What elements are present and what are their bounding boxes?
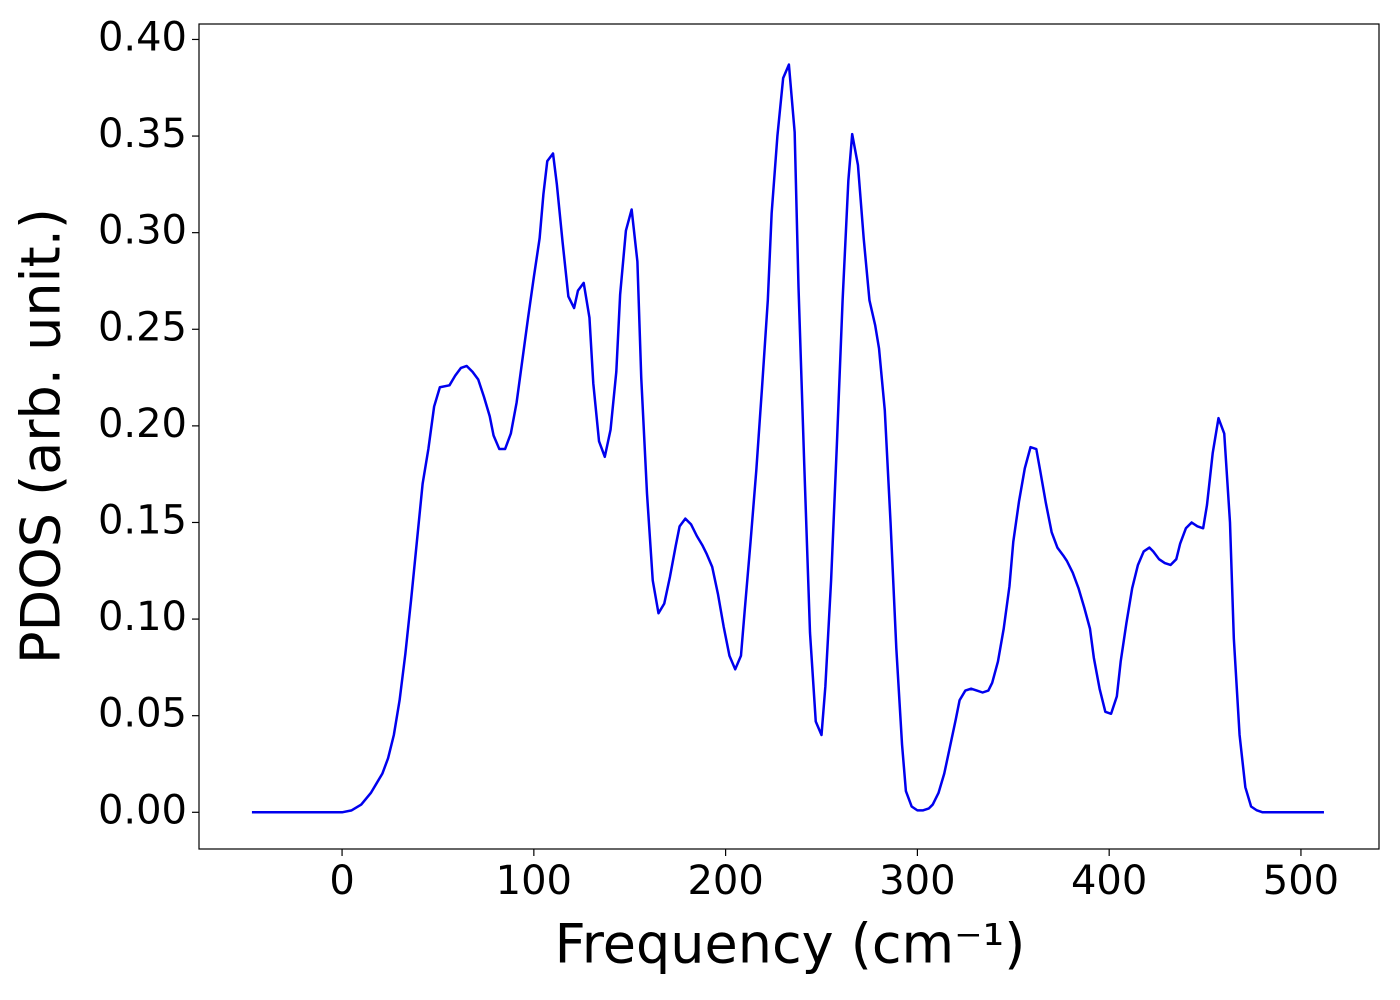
x-tick-label: 300 [879, 858, 955, 904]
data-line [251, 63, 1324, 814]
x-tick-label: 200 [687, 858, 763, 904]
plot-frame [198, 23, 1380, 850]
y-tick-label: 0.35 [98, 111, 187, 157]
x-tick-label: 0 [329, 858, 354, 904]
x-axis-label: Frequency (cm⁻¹) [555, 913, 1026, 976]
y-tick-label: 0.05 [98, 691, 187, 737]
x-tick-label: 500 [1263, 858, 1339, 904]
x-tick-label: 100 [496, 858, 572, 904]
y-tick-label: 0.25 [98, 304, 187, 350]
y-tick-label: 0.10 [98, 594, 187, 640]
y-tick-label: 0.30 [98, 208, 187, 254]
y-tick-label: 0.00 [98, 787, 187, 833]
y-tick-label: 0.40 [98, 14, 187, 60]
x-tick-label: 400 [1071, 858, 1147, 904]
y-tick-label: 0.15 [98, 497, 187, 543]
y-tick-label: 0.20 [98, 401, 187, 447]
y-axis-label: PDOS (arb. unit.) [10, 208, 73, 664]
